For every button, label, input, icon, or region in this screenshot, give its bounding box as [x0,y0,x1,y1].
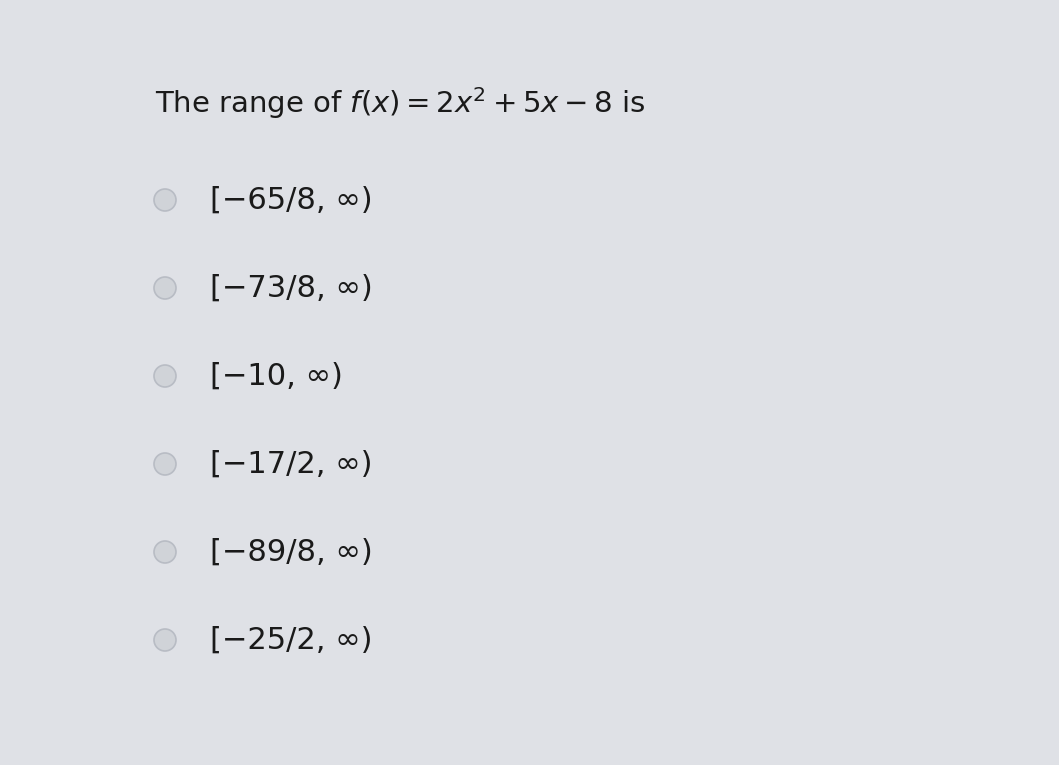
Text: [−10, ∞): [−10, ∞) [210,362,343,390]
Circle shape [154,453,176,475]
Circle shape [154,365,176,387]
Circle shape [154,629,176,651]
Circle shape [154,277,176,299]
Text: [−73/8, ∞): [−73/8, ∞) [210,274,373,302]
Text: [−65/8, ∞): [−65/8, ∞) [210,185,373,214]
Text: [−89/8, ∞): [−89/8, ∞) [210,538,373,567]
Circle shape [154,189,176,211]
Text: The range of $f(x)=2x^2+5x-8$ is: The range of $f(x)=2x^2+5x-8$ is [155,85,646,121]
Text: [−17/2, ∞): [−17/2, ∞) [210,450,373,478]
Text: [−25/2, ∞): [−25/2, ∞) [210,626,373,655]
Circle shape [154,541,176,563]
